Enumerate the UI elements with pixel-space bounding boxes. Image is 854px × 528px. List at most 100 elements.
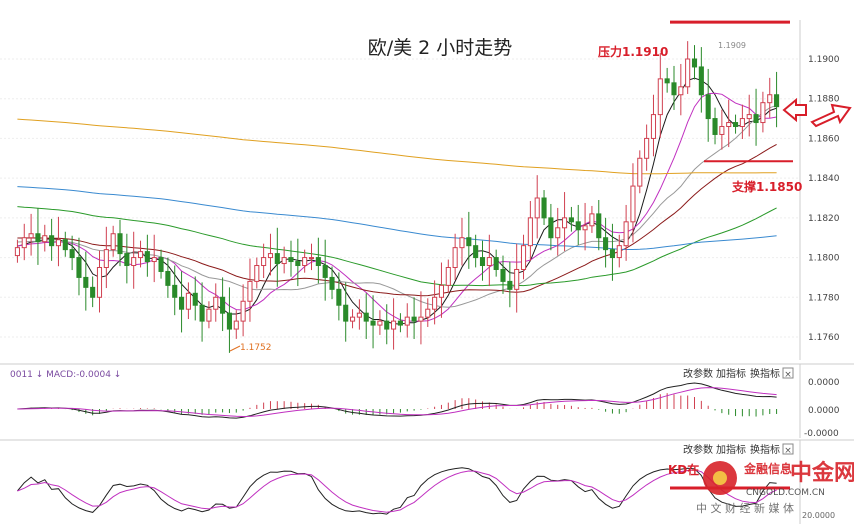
candle-body [295, 261, 301, 267]
candle-body [206, 308, 212, 322]
kd-edit-params-button[interactable]: 改参数 [683, 443, 713, 456]
candle-body [630, 185, 636, 223]
candle-body [76, 257, 82, 278]
moving-average-lines [17, 77, 777, 325]
candle-body [582, 225, 588, 231]
candle-body [117, 233, 123, 255]
support-annotation: 支撑1.1850 [704, 160, 802, 194]
macd-histogram [23, 393, 778, 417]
candle-body [69, 249, 75, 259]
candle-body [14, 247, 20, 257]
candle-body [151, 257, 157, 263]
kd-add-indicator-button[interactable]: 加指标 [716, 443, 746, 456]
candle-body [644, 137, 650, 159]
candle-body [90, 286, 96, 298]
ma30-line [17, 143, 777, 297]
candle-body [479, 257, 486, 267]
low-annotation: 1.1752 [229, 343, 272, 353]
candle-body [493, 257, 499, 270]
candle-body [650, 114, 657, 139]
candle-body [28, 233, 34, 239]
kd-close-icon: × [784, 446, 792, 456]
candle-body [774, 94, 780, 108]
kd-switch-indicator-button[interactable]: 换指标 [750, 443, 780, 456]
candle-body [172, 284, 178, 298]
candle-body [233, 320, 239, 330]
price-tick-label: 1.1820 [808, 214, 840, 224]
candle-body [391, 320, 397, 330]
candle-body [267, 253, 274, 259]
candle-body [302, 257, 308, 267]
watermark-domain: CNGOLD.COM.CN [746, 488, 825, 498]
price-tick-label: 1.1780 [808, 293, 840, 303]
candle-body [596, 213, 602, 239]
candle-body [712, 118, 718, 135]
ma10-line [17, 92, 777, 322]
candle-body [678, 86, 684, 96]
watermark: 金融信息 中金网 CNGOLD.COM.CN 中 文 财 经 新 媒 体 [696, 460, 854, 515]
macd-dea-line [17, 387, 777, 418]
chart-title: 欧/美 2 小时走势 [368, 37, 513, 59]
candle-body [719, 126, 725, 135]
candle-body [356, 312, 362, 318]
price-tick-label: 1.1760 [808, 333, 840, 343]
candle-body [575, 221, 581, 231]
candlesticks [14, 41, 780, 353]
candle-body [459, 237, 465, 249]
candle-body [541, 197, 547, 219]
high-price-label: 1.1909 [718, 41, 746, 50]
candle-body [438, 284, 445, 298]
candle-body [55, 239, 62, 247]
ma5-line [17, 77, 777, 325]
macd-add-indicator-button[interactable]: 加指标 [716, 367, 746, 380]
macd-switch-indicator-button[interactable]: 换指标 [750, 367, 780, 380]
candle-body [671, 82, 677, 96]
kd-close-button[interactable] [782, 443, 794, 455]
macd-close-button[interactable] [782, 367, 794, 379]
candle-body [623, 221, 629, 247]
candle-body [486, 257, 492, 267]
kd-k-line [17, 467, 777, 515]
candle-body [240, 300, 246, 322]
candle-body [42, 235, 48, 243]
candle-body [753, 114, 759, 124]
ma60-line [17, 206, 777, 287]
price-tick-label: 1.1880 [808, 95, 840, 105]
candle-body [760, 102, 766, 124]
macd-panel: 0011 ↓ MACD:-0.0004 ↓ 改参数 加指标 换指标 × 0.00… [0, 363, 854, 439]
candle-body [349, 316, 356, 322]
macd-edit-params-button[interactable]: 改参数 [683, 367, 713, 380]
candle-body [336, 288, 342, 306]
candle-body [165, 270, 171, 286]
resistance-annotation: 压力1.1910 1.1909 [598, 20, 790, 59]
candle-body [657, 78, 663, 116]
candle-body [363, 312, 369, 322]
candle-body [131, 257, 137, 267]
ma20-line [17, 104, 777, 308]
candle-body [664, 78, 670, 84]
candle-body [62, 239, 68, 251]
candle-body [520, 245, 527, 270]
arrow-left-icon [782, 97, 807, 123]
candle-body [308, 257, 315, 260]
candle-body [315, 257, 321, 267]
kd-tick-bottom: 20.0000 [802, 511, 835, 520]
candle-body [473, 245, 479, 259]
candle-body [96, 267, 103, 298]
candle-body [179, 296, 185, 310]
candle-body [124, 253, 130, 267]
candle-body [637, 157, 643, 187]
resistance-label: 压力1.1910 [598, 44, 668, 59]
candle-body [500, 268, 506, 282]
price-tick-label: 1.1900 [808, 55, 840, 65]
candle-body [254, 265, 260, 282]
candle-body [83, 276, 89, 288]
candle-body [732, 122, 739, 128]
candle-body [185, 292, 191, 310]
candle-body [49, 235, 55, 247]
kd-panel: 改参数 加指标 换指标 × 20.0000 KD在 [0, 439, 854, 524]
macd-tick-mid: 0.0000 [808, 406, 840, 416]
macd-tick-bottom: -0.0000 [804, 429, 839, 439]
candle-body [329, 276, 335, 290]
